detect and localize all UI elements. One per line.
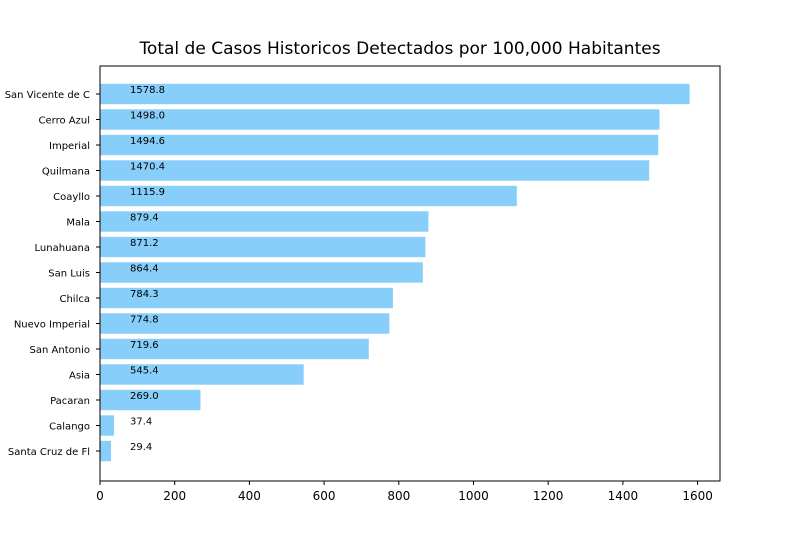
y-tick-label-1: Cerro Azul (39, 116, 90, 127)
x-tick-label-1: 200 (163, 489, 186, 503)
x-tick-label-0: 0 (96, 489, 104, 503)
value-label-9: 774.8 (130, 315, 159, 326)
x-tick-label-3: 600 (313, 489, 336, 503)
y-tick-label-3: Quilmana (42, 167, 90, 178)
value-label-7: 864.4 (130, 264, 159, 275)
bar-13 (100, 415, 114, 436)
bar-0 (100, 83, 690, 105)
x-axis: 0 200 400 600 800 1000 1200 1400 1600 (96, 481, 713, 503)
y-tick-label-0: San Vicente de C (5, 90, 90, 101)
y-tick-label-14: Santa Cruz de Fl (8, 447, 90, 458)
y-tick-label-8: Chilca (59, 294, 90, 305)
bar-9 (100, 313, 390, 334)
value-label-11: 545.4 (130, 366, 159, 377)
y-tick-label-5: Mala (66, 218, 90, 229)
y-tick-label-6: Lunahuana (35, 243, 90, 254)
bar-11 (100, 364, 304, 385)
bar-3 (100, 160, 650, 181)
value-label-13: 37.4 (130, 417, 152, 428)
bar-8 (100, 287, 393, 309)
value-label-6: 871.2 (130, 238, 159, 249)
y-tick-label-9: Nuevo Imperial (14, 320, 90, 331)
bar-10 (100, 338, 369, 360)
bar-6 (100, 236, 426, 258)
value-label-1: 1498.0 (130, 111, 165, 122)
bar-12 (100, 389, 201, 411)
bar-1 (100, 109, 660, 130)
value-label-3: 1470.4 (130, 162, 165, 173)
value-labels-layer: 1578.8 1498.0 1494.6 1470.4 1115.9 879.4 871.2… (130, 85, 165, 453)
value-label-2: 1494.6 (130, 136, 165, 147)
bar-5 (100, 211, 429, 232)
bar-7 (100, 262, 423, 283)
y-tick-label-7: San Luis (48, 269, 90, 280)
x-tick-label-7: 1400 (608, 489, 639, 503)
value-label-8: 784.3 (130, 289, 159, 300)
x-tick-label-6: 1200 (533, 489, 564, 503)
bars-layer (100, 83, 690, 462)
y-tick-label-2: Imperial (49, 141, 90, 152)
x-tick-label-4: 800 (387, 489, 410, 503)
x-tick-label-2: 400 (238, 489, 261, 503)
value-label-4: 1115.9 (130, 187, 165, 198)
y-tick-label-11: Asia (69, 371, 90, 382)
bar-4 (100, 185, 517, 207)
bar-14 (100, 440, 111, 462)
y-tick-label-4: Coayllo (53, 192, 90, 203)
x-tick-label-8: 1600 (682, 489, 713, 503)
value-label-14: 29.4 (130, 442, 152, 453)
x-tick-label-5: 1000 (458, 489, 489, 503)
y-tick-label-10: San Antonio (30, 345, 90, 356)
value-label-0: 1578.8 (130, 85, 165, 96)
plot-frame (99, 65, 721, 482)
y-tick-label-12: Pacaran (50, 396, 90, 407)
bar-2 (100, 134, 659, 156)
y-tick-label-13: Calango (49, 422, 90, 433)
y-axis: San Vicente de C Cerro Azul Imperial Quilma… (5, 90, 100, 458)
value-label-10: 719.6 (130, 340, 159, 351)
chart-title: Total de Casos Historicos Detectados por… (138, 39, 660, 59)
value-label-5: 879.4 (130, 213, 159, 224)
value-label-12: 269.0 (130, 391, 159, 402)
